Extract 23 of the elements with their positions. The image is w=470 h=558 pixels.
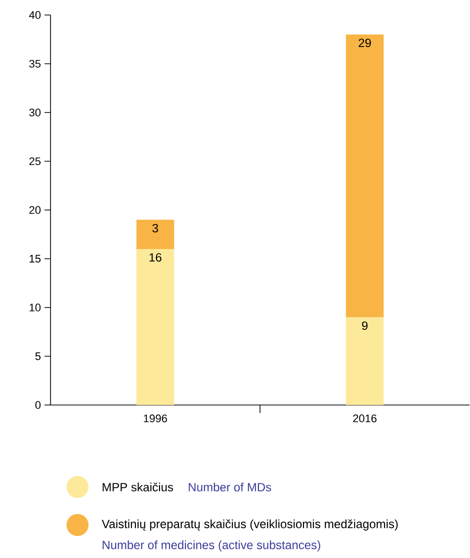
data-label: 3 — [152, 224, 158, 232]
bar — [136, 248, 174, 405]
legend-label: Vaistinių preparatų skaičius (veikliosiomis medžiagomis) — [102, 519, 398, 531]
y-tick-label: 40 — [29, 11, 41, 19]
legend-label: MPP skaičius — [102, 482, 174, 492]
data-label: 16 — [150, 253, 162, 262]
y-tick-label: 30 — [29, 108, 41, 116]
y-tick-label: 25 — [30, 157, 41, 166]
y-tick-label: 5 — [36, 352, 41, 360]
y-tick-label: 20 — [30, 206, 41, 214]
x-tick-label: 2016 — [353, 414, 377, 422]
text: Number of MDs — [189, 482, 272, 492]
bar — [346, 34, 384, 318]
data-label: 9 — [362, 321, 368, 330]
x-tick-label: 1996 — [144, 414, 168, 422]
data-label: 29 — [358, 38, 372, 48]
y-tick-label: 15 — [30, 254, 41, 263]
y-tick-label: 0 — [36, 401, 41, 409]
bar — [346, 317, 384, 405]
y-tick-label: 35 — [29, 60, 41, 68]
y-tick-label: 10 — [30, 304, 41, 312]
bar — [136, 220, 174, 249]
text: Number of medicines (active substances) — [102, 540, 320, 552]
